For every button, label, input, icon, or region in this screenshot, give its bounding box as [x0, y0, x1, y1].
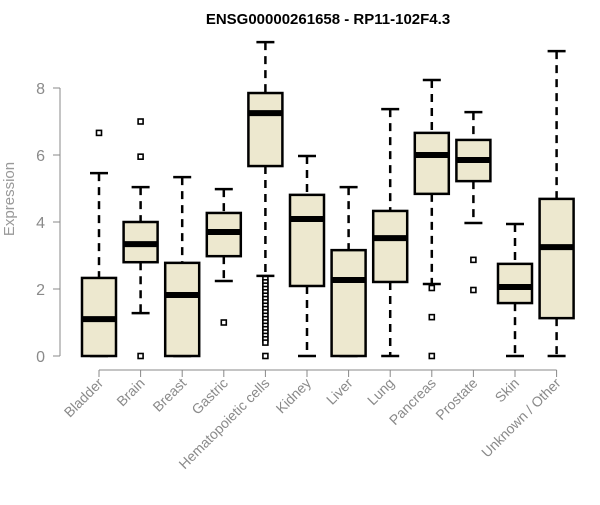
box-iqr: [163, 261, 201, 358]
box-prostate: [455, 110, 492, 294]
outlier-point: [137, 153, 144, 160]
box-iqr: [413, 131, 451, 196]
outlier-point: [220, 319, 228, 326]
box-iqr: [288, 193, 326, 288]
y-axis-label: Expression: [1, 162, 18, 236]
x-tick-label: Kidney: [273, 375, 315, 417]
box-iqr: [371, 209, 409, 284]
outlier-point: [470, 256, 477, 264]
x-tick-label: Bladder: [61, 375, 107, 421]
box-unknown-other: [538, 49, 575, 358]
outlier-point: [428, 313, 436, 321]
box-iqr: [247, 91, 284, 168]
x-tick-label: Brain: [113, 375, 147, 409]
box-lung: [371, 107, 409, 358]
box-pancreas: [413, 78, 451, 360]
outlier-point: [262, 339, 269, 346]
x-tick-label: Unknown / Other: [478, 375, 564, 461]
box-iqr: [330, 248, 367, 358]
x-tick-label: Prostate: [432, 375, 480, 423]
y-tick-label: 6: [36, 148, 45, 165]
box-breast: [163, 175, 201, 358]
outlier-point: [95, 129, 103, 137]
box-iqr: [496, 262, 534, 305]
box-brain: [122, 118, 159, 360]
y-tick-label: 4: [36, 215, 45, 232]
outlier-point: [428, 284, 436, 292]
box-skin: [496, 222, 534, 358]
outlier-point: [428, 352, 436, 360]
outlier-point: [137, 352, 144, 360]
x-tick-label: Breast: [149, 375, 189, 415]
outlier-point: [137, 118, 144, 125]
box-iqr: [538, 197, 575, 320]
box-bladder: [80, 129, 118, 358]
x-tick-label: Lung: [364, 375, 397, 408]
box-hematopoietic-cells: [247, 40, 284, 360]
x-tick-label: Liver: [323, 375, 356, 408]
box-liver: [330, 185, 367, 358]
box-kidney: [288, 154, 326, 358]
chart-title: ENSG00000261658 - RP11-102F4.3: [206, 11, 450, 28]
x-tick-label: Skin: [492, 375, 523, 406]
outlier-point: [262, 352, 269, 360]
y-tick-label: 8: [36, 81, 45, 98]
y-tick-label: 2: [36, 282, 45, 299]
y-tick-label: 0: [36, 349, 45, 366]
outlier-point: [470, 286, 477, 294]
box-gastric: [205, 187, 243, 326]
